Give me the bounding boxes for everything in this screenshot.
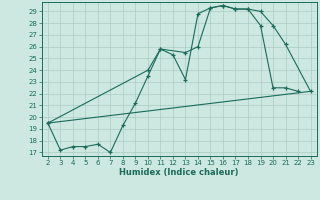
X-axis label: Humidex (Indice chaleur): Humidex (Indice chaleur) [119,168,239,177]
